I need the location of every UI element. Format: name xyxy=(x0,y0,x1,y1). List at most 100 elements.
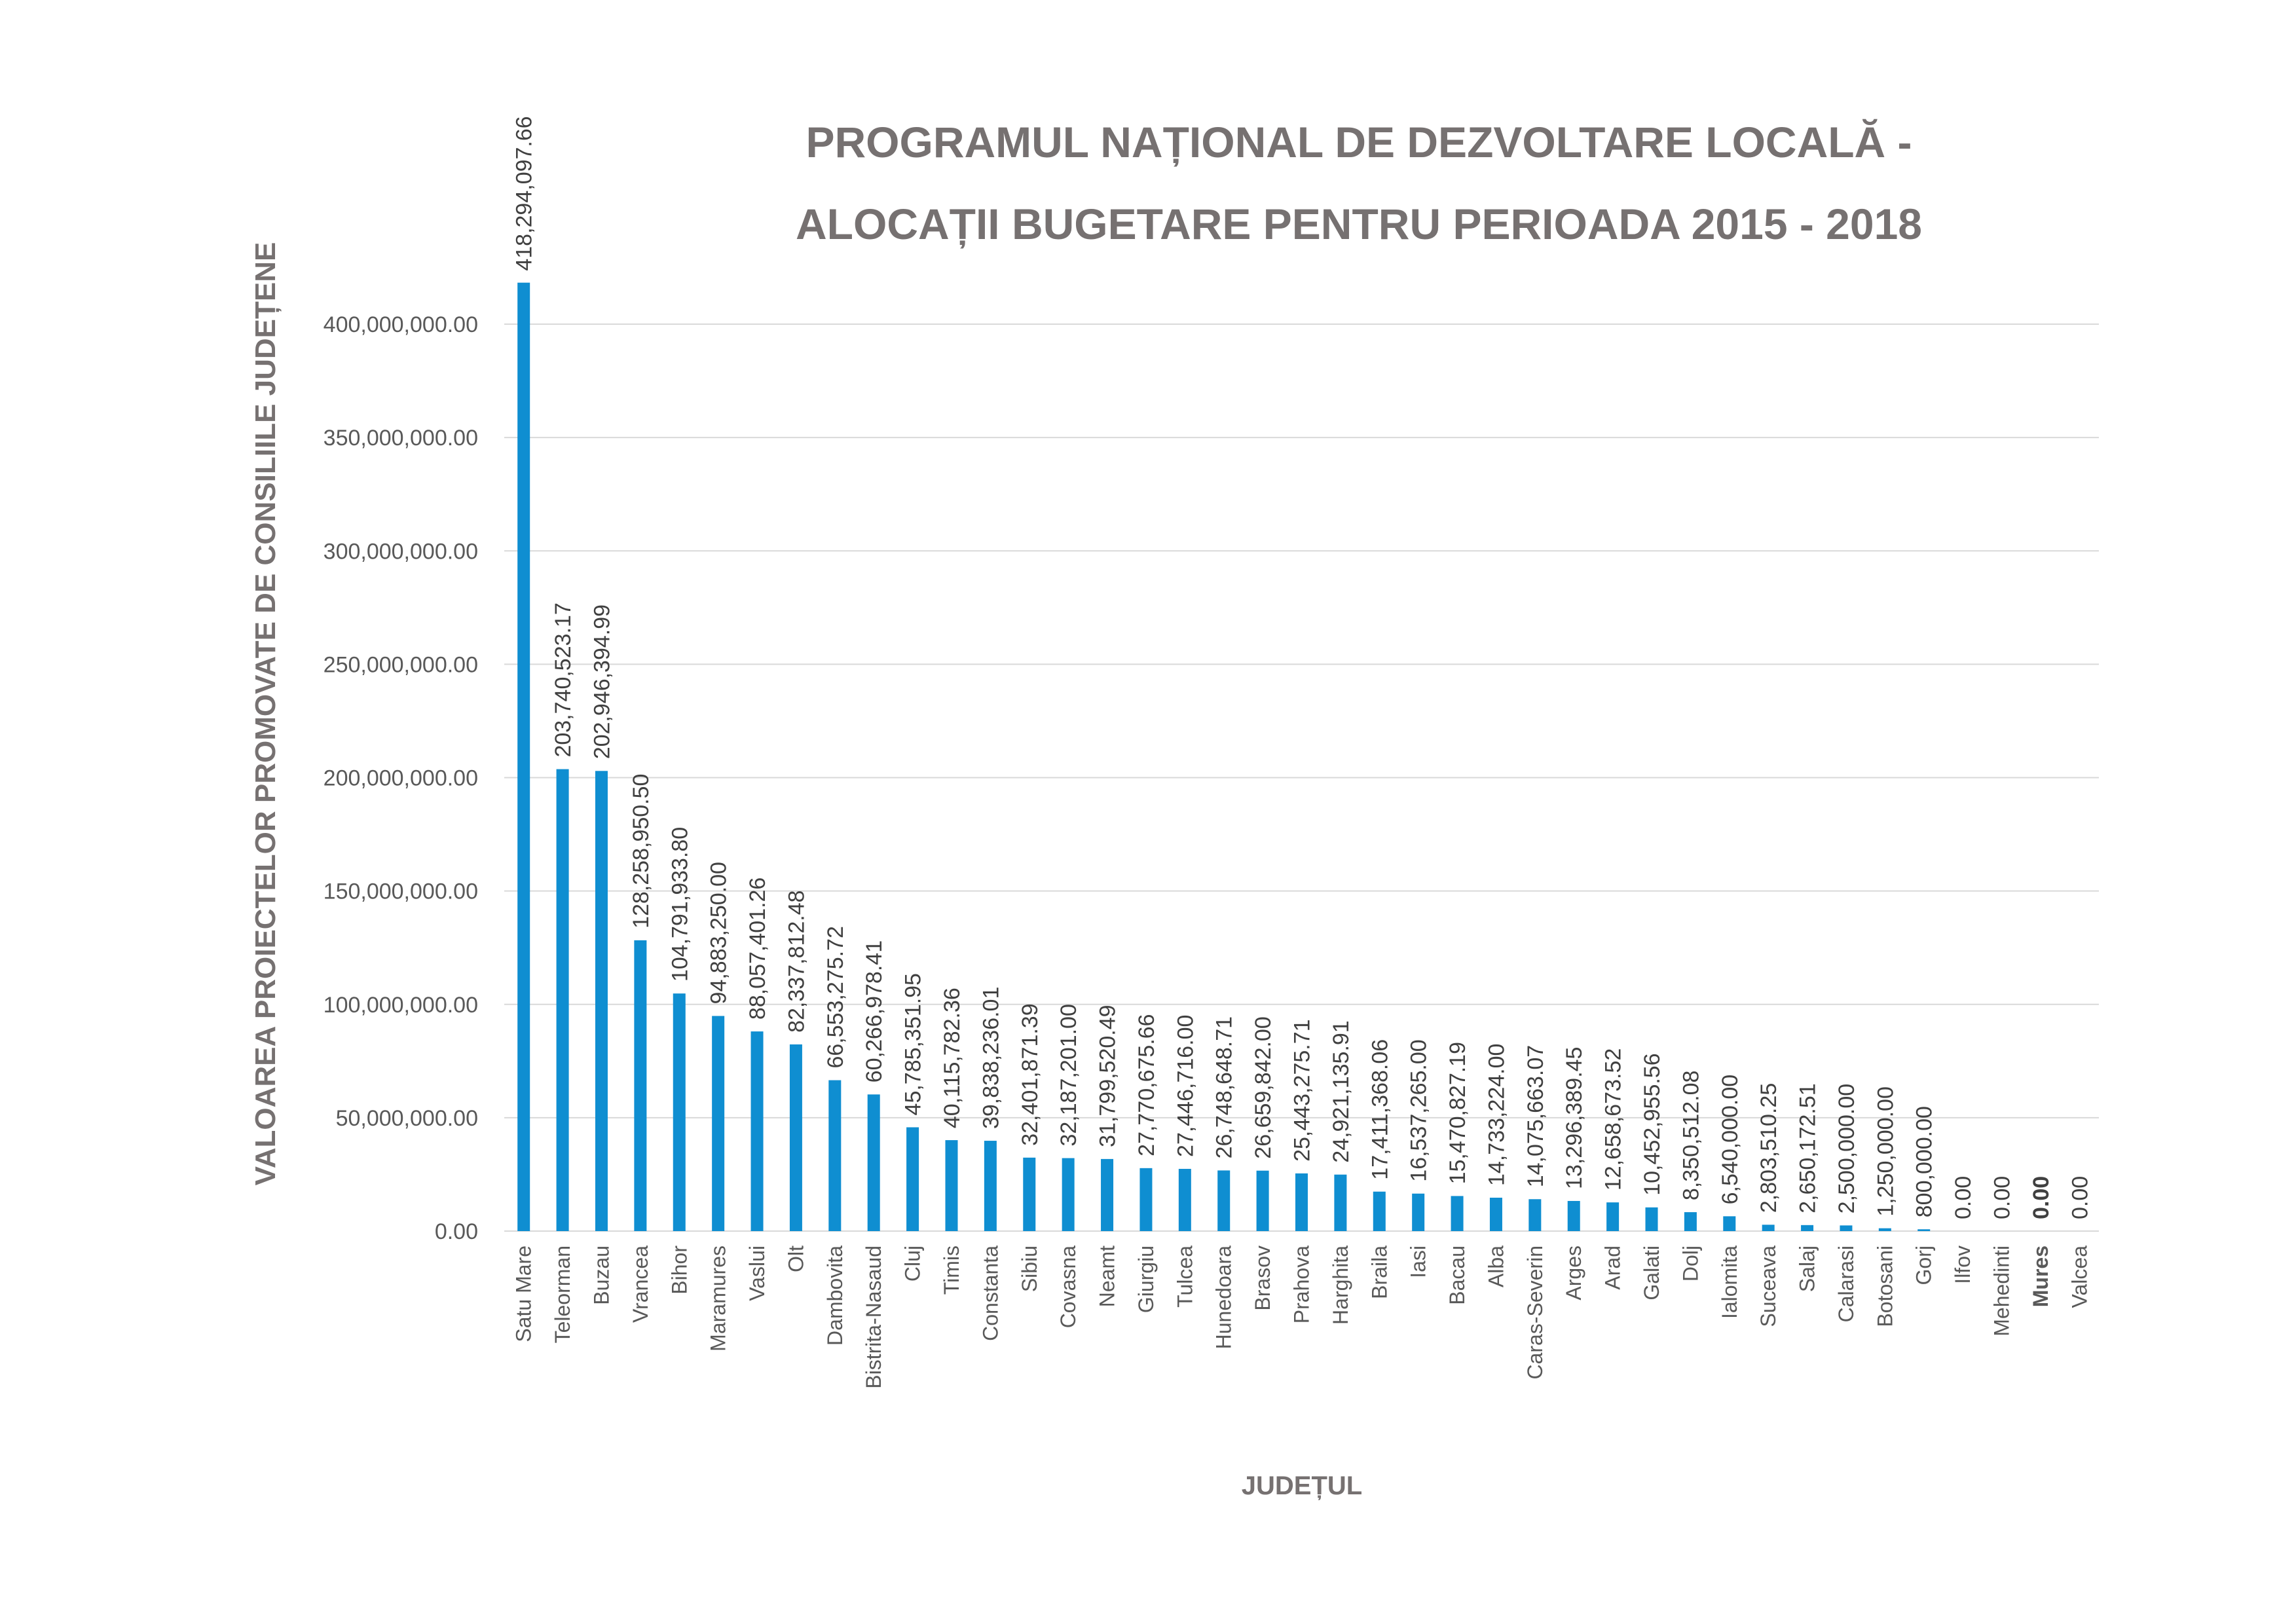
data-label: 66,553,275.72 xyxy=(823,926,848,1068)
x-tick-label: Arad xyxy=(1601,1246,1625,1290)
y-tick-label: 400,000,000.00 xyxy=(324,312,478,337)
bar xyxy=(673,993,686,1231)
x-tick-label: Salaj xyxy=(1796,1246,1819,1292)
data-label: 800,000.00 xyxy=(1912,1106,1937,1217)
chart-title-line1: PROGRAMUL NAȚIONAL DE DEZVOLTARE LOCALĂ … xyxy=(805,118,1912,167)
data-label: 0.00 xyxy=(1990,1176,2015,1219)
bars xyxy=(517,282,1931,1231)
data-label: 15,470,827.19 xyxy=(1445,1042,1470,1184)
x-tick-label: Bihor xyxy=(667,1246,691,1295)
x-axis-ticks: Satu Mare Teleorman Buzau Vrancea Bihor Maram… xyxy=(512,1246,2092,1389)
y-tick-label: 0.00 xyxy=(435,1219,478,1244)
x-tick-label: Neamt xyxy=(1096,1246,1119,1307)
data-label: 25,443,275.71 xyxy=(1290,1019,1315,1161)
bar xyxy=(1412,1193,1425,1231)
data-label: 32,187,201.00 xyxy=(1056,1004,1081,1146)
data-label: 12,658,673.52 xyxy=(1601,1048,1626,1190)
bar xyxy=(906,1127,919,1231)
data-label: 0.00 xyxy=(2067,1176,2092,1219)
bar xyxy=(984,1141,997,1231)
bar xyxy=(1567,1200,1580,1231)
x-tick-label: Harghita xyxy=(1329,1246,1352,1325)
data-label: 40,115,782.36 xyxy=(940,987,965,1128)
bar xyxy=(1489,1197,1502,1231)
x-tick-label: Gorj xyxy=(1912,1246,1936,1285)
bar xyxy=(1295,1173,1308,1231)
x-tick-label: Galati xyxy=(1640,1246,1663,1301)
x-tick-label: Giurgiu xyxy=(1134,1246,1158,1313)
data-label: 94,883,250.00 xyxy=(707,862,731,1004)
y-axis-ticks: 0.00 50,000,000.00 100,000,000.00 150,000,0… xyxy=(324,312,478,1244)
x-tick-label: Brasov xyxy=(1251,1246,1274,1311)
x-tick-label: Sibiu xyxy=(1018,1246,1041,1292)
data-label: 2,803,510.25 xyxy=(1756,1083,1781,1213)
data-label: 31,799,520.49 xyxy=(1096,1005,1120,1147)
x-tick-label: Mures xyxy=(2029,1246,2052,1307)
chart-title-line2: ALOCAȚII BUGETARE PENTRU PERIOADA 2015 -… xyxy=(796,200,1922,249)
data-label: 16,537,265.00 xyxy=(1407,1039,1432,1181)
x-tick-label: Braila xyxy=(1367,1246,1391,1299)
data-label: 0.00 xyxy=(2029,1176,2054,1219)
x-tick-label: Calarasi xyxy=(1834,1246,1858,1322)
x-tick-label: Bistrita-Nasaud xyxy=(862,1246,885,1389)
y-tick-label: 300,000,000.00 xyxy=(324,539,478,564)
x-tick-label: Covasna xyxy=(1056,1246,1080,1329)
x-tick-label: Teleorman xyxy=(551,1246,574,1343)
data-label: 203,740,523.17 xyxy=(551,602,576,757)
bar xyxy=(712,1016,725,1231)
bar xyxy=(1878,1228,1891,1231)
x-tick-label: Valcea xyxy=(2067,1246,2091,1308)
x-tick-label: Dambovita xyxy=(823,1246,847,1346)
bar xyxy=(634,940,647,1231)
y-tick-label: 350,000,000.00 xyxy=(324,426,478,451)
y-tick-label: 50,000,000.00 xyxy=(336,1106,478,1131)
y-tick-label: 200,000,000.00 xyxy=(324,766,478,791)
data-label: 45,785,351.95 xyxy=(901,973,926,1115)
bar xyxy=(867,1094,880,1231)
x-tick-label: Ialomita xyxy=(1718,1246,1741,1319)
x-tick-label: Bacau xyxy=(1445,1246,1469,1305)
x-tick-label: Caras-Severin xyxy=(1523,1246,1547,1380)
bar xyxy=(1762,1225,1775,1231)
data-label: 0.00 xyxy=(1951,1176,1976,1219)
y-tick-label: 100,000,000.00 xyxy=(324,993,478,1018)
gridlines xyxy=(504,323,2099,1232)
y-axis-label: VALOAREA PROIECTELOR PROMOVATE DE CONSIL… xyxy=(250,242,282,1186)
x-tick-label: Ilfov xyxy=(1951,1246,1974,1284)
bar xyxy=(1023,1157,1036,1231)
bar xyxy=(595,771,608,1231)
y-tick-label: 150,000,000.00 xyxy=(324,879,478,904)
data-label: 27,446,716.00 xyxy=(1173,1015,1198,1157)
bar xyxy=(789,1044,802,1231)
data-label: 17,411,368.06 xyxy=(1367,1039,1392,1180)
data-label: 104,791,933.80 xyxy=(667,827,692,982)
bar xyxy=(1606,1202,1620,1231)
x-tick-label: Timis xyxy=(940,1246,963,1295)
data-label: 1,250,000.00 xyxy=(1873,1086,1898,1217)
bar xyxy=(750,1031,764,1231)
bar xyxy=(1917,1229,1931,1231)
data-label: 26,748,648.71 xyxy=(1212,1016,1237,1158)
x-axis-label: JUDEȚUL xyxy=(1242,1471,1362,1500)
bar xyxy=(556,769,569,1231)
bar xyxy=(945,1140,958,1231)
data-label: 6,540,000.00 xyxy=(1718,1075,1743,1205)
bar xyxy=(1101,1158,1114,1231)
data-label: 2,650,172.51 xyxy=(1796,1083,1821,1213)
x-tick-label: Botosani xyxy=(1873,1246,1897,1327)
data-label: 88,057,401.26 xyxy=(745,877,770,1020)
x-tick-label: Suceava xyxy=(1756,1246,1780,1327)
bar xyxy=(1684,1212,1697,1231)
x-tick-label: Iasi xyxy=(1407,1246,1430,1278)
y-tick-label: 250,000,000.00 xyxy=(324,652,478,677)
data-labels: 418,294,097.66 203,740,523.17 202,946,394.… xyxy=(512,116,2093,1219)
x-tick-label: Arges xyxy=(1562,1246,1585,1301)
bar xyxy=(1062,1158,1075,1231)
x-tick-label: Prahova xyxy=(1290,1246,1314,1323)
x-tick-label: Vrancea xyxy=(629,1246,652,1323)
data-label: 128,258,950.50 xyxy=(629,774,654,929)
data-label: 39,838,236.01 xyxy=(978,987,1003,1129)
x-tick-label: Alba xyxy=(1484,1246,1508,1287)
